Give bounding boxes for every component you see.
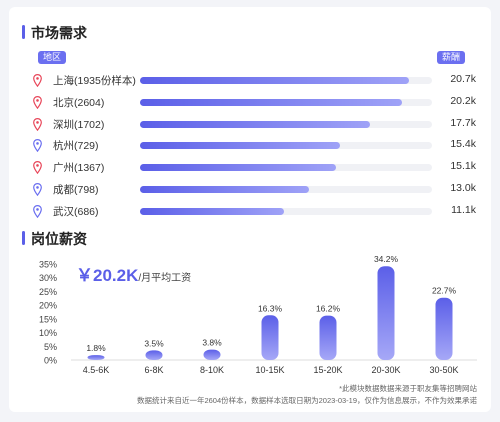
- city-salary: 15.4k: [450, 138, 476, 151]
- city-name: 成都(798): [53, 184, 99, 196]
- salary-bar-track: [140, 207, 432, 215]
- x-tick-label: 20-30K: [371, 365, 400, 375]
- city-salary: 20.2k: [450, 94, 476, 107]
- salary-card: 市场需求 地区 薪酬 上海(1935份样本) 20.7k 北京(2604) 20.2k…: [9, 7, 491, 412]
- x-tick-label: 8-10K: [200, 365, 224, 375]
- city-salary: 20.7k: [450, 73, 476, 85]
- salary-bar-fill: [140, 142, 340, 150]
- salary-bar-fill: [140, 120, 370, 128]
- salary-bar-track: [140, 186, 432, 193]
- location-pin-icon: [33, 139, 42, 153]
- salary-bar-track: [140, 142, 432, 150]
- bar-value-label: 22.7%: [432, 286, 457, 296]
- market-section-marker: [22, 25, 25, 39]
- salary-bar: [319, 315, 337, 360]
- average-salary: ￥20.2K/月平均工资: [76, 261, 191, 286]
- city-salary: 13.0k: [450, 182, 476, 194]
- y-tick-label: 30%: [39, 273, 57, 283]
- salary-bar-fill: [140, 77, 409, 84]
- city-name: 杭州(729): [53, 140, 99, 153]
- salary-bar-fill: [140, 207, 285, 215]
- city-row: 深圳(1702) 17.7k: [9, 114, 491, 136]
- x-tick-label: 30-50K: [429, 365, 458, 375]
- location-pin-icon: [33, 161, 42, 175]
- market-section-title: 市场需求: [31, 25, 87, 41]
- salary-bar: [377, 266, 395, 360]
- salary-bar-track: [140, 164, 432, 172]
- city-salary: 15.1k: [450, 160, 476, 173]
- city-salary: 11.1k: [451, 203, 476, 216]
- city-salary: 17.7k: [450, 116, 476, 129]
- x-tick-label: 10-15K: [255, 365, 284, 375]
- salary-bar-track: [140, 120, 432, 128]
- city-name: 上海(1935份样本): [53, 75, 136, 87]
- location-pin-icon: [33, 204, 42, 218]
- x-tick-label: 4.5-6K: [83, 365, 110, 375]
- bar-value-label: 3.5%: [144, 338, 164, 348]
- y-tick-label: 25%: [39, 287, 57, 297]
- salary-distribution-chart: 0% 5% 10% 15% 20% 25% 30% 35% 1.8% 4.5-6K 3.5% 6-8K…: [39, 254, 477, 375]
- salary-bar: [87, 355, 105, 360]
- bar-value-label: 34.2%: [374, 254, 399, 264]
- bar-value-label: 16.2%: [316, 304, 341, 314]
- location-pin-icon: [33, 117, 42, 131]
- salary-column-header: 薪酬: [437, 51, 466, 64]
- location-pin-icon: [33, 95, 42, 109]
- salary-bar: [435, 297, 453, 360]
- average-salary-value: ￥20.2K: [76, 266, 139, 285]
- location-pin-icon: [33, 74, 42, 87]
- bar-value-label: 1.8%: [86, 343, 106, 353]
- y-tick-label: 15%: [39, 314, 57, 324]
- y-tick-label: 5%: [44, 342, 57, 352]
- salary-bar: [203, 349, 221, 360]
- salary-section-marker: [22, 231, 25, 245]
- city-row: 上海(1935份样本) 20.7k: [9, 70, 491, 92]
- city-name: 北京(2604): [53, 96, 105, 109]
- city-row: 成都(798) 13.0k: [9, 179, 491, 201]
- y-tick-label: 10%: [39, 328, 57, 338]
- city-row: 广州(1367) 15.1k: [9, 157, 491, 179]
- x-tick-label: 15-20K: [313, 365, 342, 375]
- city-name: 广州(1367): [53, 162, 105, 175]
- y-tick-label: 35%: [39, 260, 57, 270]
- region-column-header: 地区: [38, 51, 67, 64]
- salary-bar: [145, 350, 163, 360]
- data-sample-note: 数据统计来自近一年2604份样本，数据样本选取日期为2023-03-19，仅作为…: [136, 396, 477, 405]
- average-salary-unit: /月平均工资: [138, 273, 192, 284]
- city-name: 武汉(686): [53, 205, 99, 218]
- x-tick-label: 6-8K: [144, 365, 163, 375]
- y-tick-label: 0%: [44, 356, 57, 366]
- location-pin-icon: [33, 183, 42, 196]
- city-row: 武汉(686) 11.1k: [9, 201, 491, 223]
- bar-value-label: 3.8%: [202, 338, 222, 348]
- data-source-note: *此模块数据数据来源于职友集等招聘网站: [339, 384, 477, 393]
- salary-section-title: 岗位薪资: [31, 231, 87, 247]
- salary-bar-fill: [140, 164, 336, 172]
- salary-bar: [261, 315, 279, 360]
- city-name: 深圳(1702): [53, 118, 105, 131]
- city-row: 杭州(729) 15.4k: [9, 135, 491, 157]
- salary-bar-fill: [140, 98, 403, 106]
- y-tick-label: 20%: [39, 301, 57, 311]
- bar-value-label: 16.3%: [258, 303, 283, 313]
- salary-bar-track: [140, 98, 432, 106]
- salary-bar-fill: [140, 186, 309, 193]
- city-row: 北京(2604) 20.2k: [9, 92, 491, 114]
- salary-bar-track: [140, 77, 432, 84]
